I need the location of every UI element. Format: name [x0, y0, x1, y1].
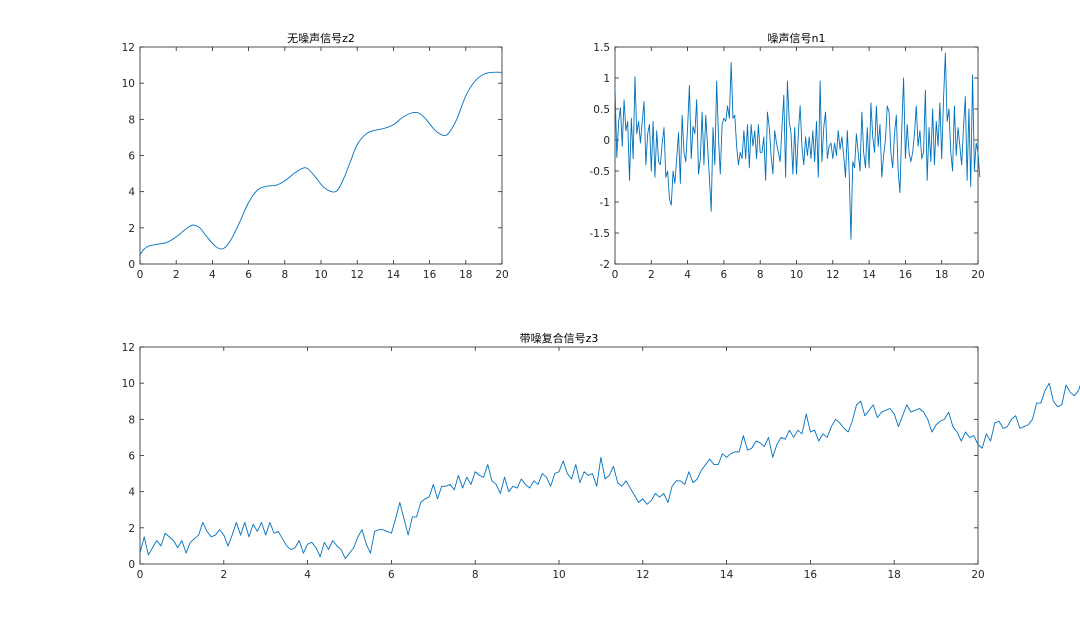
x-tick-label: 0	[612, 269, 619, 281]
x-tick-label: 4	[304, 569, 311, 581]
x-tick-label: 10	[314, 269, 327, 281]
x-tick-label: 16	[899, 269, 913, 281]
x-tick-label: 12	[636, 569, 649, 581]
chart-title-z2: 无噪声信号z2	[287, 31, 355, 45]
x-tick-label: 6	[388, 569, 395, 581]
x-tick-label: 8	[472, 569, 479, 581]
y-tick-label: 4	[128, 187, 135, 199]
x-tick-label: 6	[245, 269, 252, 281]
axes-noise-free-signal-z2: 无噪声信号z2 0 2 4 6 8 10 12 14 16 18 20 0 2 4 6 8 10 12	[122, 31, 509, 281]
chart-title-z3: 带噪复合信号z3	[520, 331, 599, 345]
x-tick-label: 12	[826, 269, 839, 281]
x-tick-label: 2	[173, 269, 180, 281]
y-tick-label: 0	[128, 259, 135, 271]
x-tick-label: 4	[684, 269, 691, 281]
y-tick-label: 0	[603, 135, 610, 147]
y-tick-label: 10	[122, 78, 135, 90]
x-tick-label: 10	[790, 269, 803, 281]
y-tick-label: 0.5	[593, 104, 610, 116]
x-tick-label: 14	[720, 569, 734, 581]
y-tick-label: 1.5	[593, 42, 610, 54]
x-tick-label: 14	[862, 269, 876, 281]
y-tick-label: -2	[600, 259, 610, 271]
y-tick-label: 2	[128, 523, 135, 535]
x-tick-label: 18	[459, 269, 472, 281]
y-tick-label: 1	[603, 73, 610, 85]
x-tick-label: 16	[804, 569, 818, 581]
y-tick-label: -1	[600, 197, 610, 209]
y-tick-label: 6	[128, 451, 135, 463]
axes-noise-signal-n1: 噪声信号n1 0 2 4 6 8 10 12 14 16 18 20 -2 -1.5 -1 -0.5 0 0.5…	[590, 31, 985, 281]
y-tick-label: 4	[128, 487, 135, 499]
x-tick-label: 0	[137, 569, 144, 581]
x-tick-label: 8	[281, 269, 288, 281]
x-tick-label: 16	[423, 269, 437, 281]
x-tick-label: 2	[220, 569, 227, 581]
y-tick-label: 0	[128, 559, 135, 571]
x-tick-label: 4	[209, 269, 216, 281]
series-line	[139, 71, 503, 256]
x-tick-label: 18	[888, 569, 901, 581]
x-tick-label: 14	[387, 269, 401, 281]
x-tick-label: 6	[721, 269, 728, 281]
x-tick-label: 8	[757, 269, 764, 281]
x-tick-label: 12	[351, 269, 364, 281]
y-tick-label: 8	[128, 114, 135, 126]
y-tick-label: -1.5	[590, 228, 611, 240]
y-tick-label: 10	[122, 378, 135, 390]
x-tick-label: 18	[935, 269, 948, 281]
y-tick-label: 6	[128, 151, 135, 163]
chart-title-n1: 噪声信号n1	[768, 31, 826, 45]
series-line	[614, 52, 981, 240]
x-tick-label: 2	[648, 269, 655, 281]
x-tick-label: 20	[971, 569, 984, 581]
x-tick-label: 20	[971, 269, 984, 281]
y-tick-label: 12	[122, 342, 135, 354]
series-line	[139, 382, 1080, 560]
x-tick-label: 10	[552, 569, 565, 581]
x-tick-label: 20	[495, 269, 508, 281]
axes-noisy-composite-signal-z3: 带噪复合信号z3 0 2 4 6 8 10 12 14 16 18 20 0 2 4 6 8 10 12	[122, 331, 1080, 581]
y-tick-label: 2	[128, 223, 135, 235]
y-tick-label: 8	[128, 414, 135, 426]
y-tick-label: 12	[122, 42, 135, 54]
x-tick-label: 0	[137, 269, 144, 281]
y-tick-label: -0.5	[590, 166, 611, 178]
